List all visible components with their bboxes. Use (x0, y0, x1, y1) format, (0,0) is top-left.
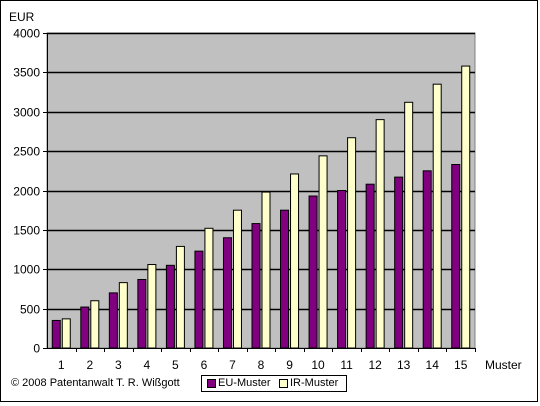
bar-eu-5 (165, 264, 175, 349)
y-tick-label-3500: 3500 (13, 66, 40, 80)
bar-eu-13 (394, 176, 404, 349)
bar-ir-14 (432, 83, 442, 349)
legend-label-eu: EU-Muster (218, 377, 271, 389)
bar-ir-8 (261, 191, 271, 349)
y-tick-label-500: 500 (20, 303, 40, 317)
x-tick-label-10: 10 (311, 358, 325, 372)
bar-eu-12 (365, 183, 375, 349)
copyright-credit: © 2008 Patentanwalt T. R. Wißgott (11, 377, 180, 389)
plot-area (46, 32, 476, 349)
x-tick-label-14: 14 (426, 358, 440, 372)
bar-eu-8 (251, 223, 261, 349)
x-tick-label-9: 9 (286, 358, 293, 372)
legend-item-ir: IR-Muster (279, 377, 338, 389)
bar-ir-5 (175, 245, 185, 349)
bar-eu-3 (108, 292, 118, 349)
bar-eu-10 (308, 195, 318, 349)
bar-eu-2 (80, 306, 90, 349)
x-tick-label-4: 4 (144, 358, 151, 372)
bar-ir-10 (318, 155, 328, 349)
bar-eu-9 (280, 209, 290, 349)
bar-eu-7 (222, 237, 232, 349)
y-tick-label-0: 0 (33, 342, 40, 356)
y-tick-label-3000: 3000 (13, 106, 40, 120)
legend-label-ir: IR-Muster (290, 377, 339, 389)
y-tick-label-1500: 1500 (13, 224, 40, 238)
x-tick-label-1: 1 (58, 358, 65, 372)
bar-eu-14 (422, 170, 432, 349)
x-tick-label-6: 6 (201, 358, 208, 372)
bar-ir-12 (375, 119, 385, 349)
x-tick-label-2: 2 (86, 358, 93, 372)
x-tick-label-13: 13 (397, 358, 411, 372)
x-tick-label-3: 3 (115, 358, 122, 372)
x-axis-title: Muster (485, 358, 522, 372)
bar-ir-15 (461, 65, 471, 349)
x-tick-label-5: 5 (172, 358, 179, 372)
bar-eu-4 (137, 278, 147, 349)
bar-eu-6 (194, 250, 204, 349)
y-tick-label-2500: 2500 (13, 145, 40, 159)
y-tick-label-2000: 2000 (13, 185, 40, 199)
bar-ir-6 (204, 227, 214, 349)
bar-ir-11 (347, 137, 357, 349)
bar-eu-15 (451, 164, 461, 349)
bar-ir-7 (232, 209, 242, 349)
y-axis-title: EUR (9, 10, 35, 24)
bar-ir-2 (90, 300, 100, 349)
y-tick-label-4000: 4000 (13, 27, 40, 41)
x-tick-label-12: 12 (368, 358, 382, 372)
x-tick-label-15: 15 (454, 358, 468, 372)
x-tick-label-8: 8 (258, 358, 265, 372)
bar-eu-1 (51, 319, 61, 349)
bar-eu-11 (337, 190, 347, 349)
legend-item-eu: EU-Muster (207, 377, 271, 389)
bar-ir-13 (404, 101, 414, 349)
y-tick-label-1000: 1000 (13, 263, 40, 277)
x-tick-label-11: 11 (340, 358, 353, 372)
bar-ir-1 (61, 318, 71, 349)
legend-swatch-ir (279, 378, 288, 388)
bar-ir-9 (290, 173, 300, 349)
x-tick-label-7: 7 (229, 358, 236, 372)
bar-ir-4 (147, 264, 157, 349)
bar-ir-3 (118, 282, 128, 349)
chart-legend: EU-Muster IR-Muster (201, 375, 347, 392)
legend-swatch-eu (207, 378, 216, 388)
